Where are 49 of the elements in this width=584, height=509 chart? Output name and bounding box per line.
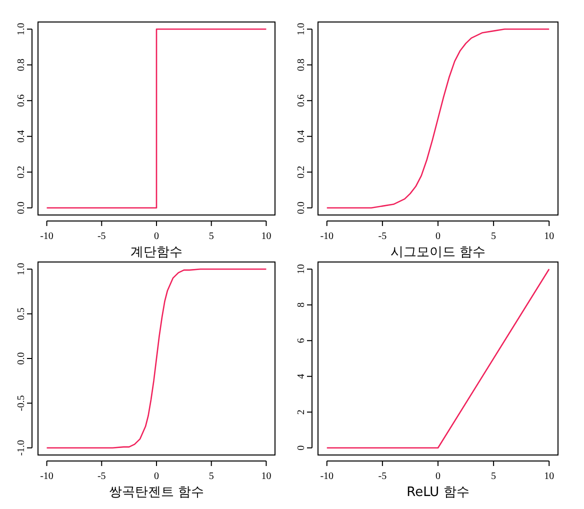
y-tick-label: 0 bbox=[296, 445, 307, 450]
y-tick-label: 2 bbox=[296, 410, 307, 415]
x-tick-label: -10 bbox=[40, 471, 54, 482]
x-tick-label: 0 bbox=[154, 231, 159, 242]
x-tick-label: 5 bbox=[491, 471, 496, 482]
y-tick-label: 4 bbox=[296, 374, 307, 379]
x-axis-title: 계단함수 bbox=[130, 245, 182, 260]
x-tick-label: -5 bbox=[97, 471, 106, 482]
y-tick-label: 0.4 bbox=[16, 130, 27, 143]
x-tick-label: -10 bbox=[320, 471, 334, 482]
x-tick-label: 10 bbox=[544, 231, 554, 242]
x-axis-title: ReLU 함수 bbox=[406, 485, 470, 500]
x-tick-label: 0 bbox=[436, 231, 440, 242]
x-tick-label: 0 bbox=[436, 471, 440, 482]
x-tick-label: 10 bbox=[544, 471, 554, 482]
y-tick-label: 0.0 bbox=[16, 352, 27, 365]
x-tick-label: 0 bbox=[154, 471, 159, 482]
x-tick-label: -5 bbox=[378, 471, 387, 482]
x-tick-label: 10 bbox=[261, 231, 272, 242]
x-tick-label: 10 bbox=[261, 471, 272, 482]
y-tick-label: 0.6 bbox=[296, 94, 307, 107]
y-tick-label: 0.4 bbox=[296, 130, 307, 143]
x-axis-title: 쌍곡탄젠트 함수 bbox=[108, 485, 204, 500]
y-tick-label: 0.6 bbox=[16, 94, 27, 107]
y-tick-label: 1.0 bbox=[16, 22, 27, 36]
y-tick-label: 0.0 bbox=[16, 202, 27, 214]
y-tick-label: 10 bbox=[296, 264, 307, 274]
y-tick-label: 0.0 bbox=[296, 202, 307, 214]
x-tick-label: -10 bbox=[320, 231, 334, 242]
x-tick-label: -10 bbox=[40, 231, 54, 242]
y-tick-label: -0.5 bbox=[16, 395, 27, 412]
y-tick-label: 1.0 bbox=[296, 22, 307, 36]
line-series bbox=[46, 268, 267, 448]
y-tick-label: 6 bbox=[296, 338, 307, 344]
x-tick-label: 5 bbox=[208, 471, 214, 482]
y-tick-label: -1.0 bbox=[16, 440, 27, 456]
x-tick-label: 5 bbox=[491, 231, 496, 242]
y-tick-label: 0.2 bbox=[296, 166, 307, 178]
y-tick-label: 1.0 bbox=[16, 262, 27, 276]
y-tick-label: 8 bbox=[296, 302, 307, 308]
x-tick-label: 5 bbox=[208, 231, 214, 242]
x-tick-label: -5 bbox=[97, 231, 106, 242]
x-tick-label: -5 bbox=[378, 231, 387, 242]
y-tick-label: 0.5 bbox=[16, 308, 27, 320]
y-tick-label: 0.8 bbox=[296, 58, 307, 72]
x-axis-title: 시그모이드 함수 bbox=[390, 245, 486, 260]
line-series bbox=[326, 28, 550, 208]
y-tick-label: 0.2 bbox=[16, 166, 27, 178]
y-tick-label: 0.8 bbox=[16, 58, 27, 72]
